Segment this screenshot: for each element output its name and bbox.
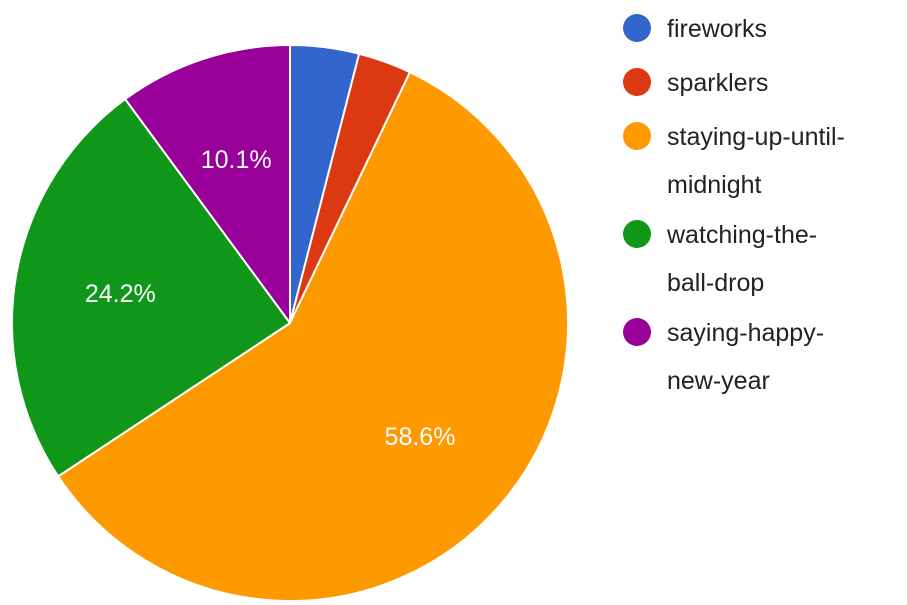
legend-label-watching-the-ball-drop-line-1: watching-the- [666, 221, 817, 249]
legend-marker-watching-the-ball-drop [623, 220, 651, 248]
legend-item-fireworks[interactable]: fireworks [623, 14, 767, 43]
pie-slice-labels: 58.6% 24.2% 10.1% [85, 146, 456, 451]
legend-label-sparklers: sparklers [667, 69, 768, 97]
legend: fireworks sparklers staying-up-until-midni… [623, 14, 845, 395]
slice-label-staying-up-until-midnight: 58.6% [385, 423, 456, 451]
legend-label-saying-happy-new-year-line-2: new-year [667, 367, 770, 395]
legend-item-staying-up-until-midnight[interactable]: staying-up-until-midnight [623, 122, 845, 199]
legend-item-sparklers[interactable]: sparklers [623, 68, 768, 97]
pie-slices [11, 44, 569, 602]
legend-label-staying-up-until-midnight-line-1: staying-up-until- [667, 123, 845, 151]
legend-label-watching-the-ball-drop-line-2: ball-drop [667, 269, 764, 297]
legend-label-staying-up-until-midnight-line-2: midnight [667, 171, 762, 199]
legend-marker-sparklers [623, 68, 651, 96]
legend-marker-staying-up-until-midnight [623, 122, 651, 150]
slice-label-watching-the-ball-drop: 24.2% [85, 280, 156, 308]
slice-label-saying-happy-new-year: 10.1% [201, 146, 272, 174]
legend-item-watching-the-ball-drop[interactable]: watching-the-ball-drop [623, 220, 817, 297]
legend-marker-fireworks [623, 14, 651, 42]
pie-slice-saying-happy-new-year[interactable] [124, 44, 291, 324]
legend-label-saying-happy-new-year-line-1: saying-happy- [667, 319, 824, 347]
legend-marker-saying-happy-new-year [623, 318, 651, 346]
pie-slice-staying-up-until-midnight[interactable] [57, 71, 569, 602]
legend-label-fireworks: fireworks [667, 15, 767, 43]
legend-item-saying-happy-new-year[interactable]: saying-happy-new-year [623, 318, 824, 395]
pie-slice-watching-the-ball-drop[interactable] [11, 98, 291, 478]
